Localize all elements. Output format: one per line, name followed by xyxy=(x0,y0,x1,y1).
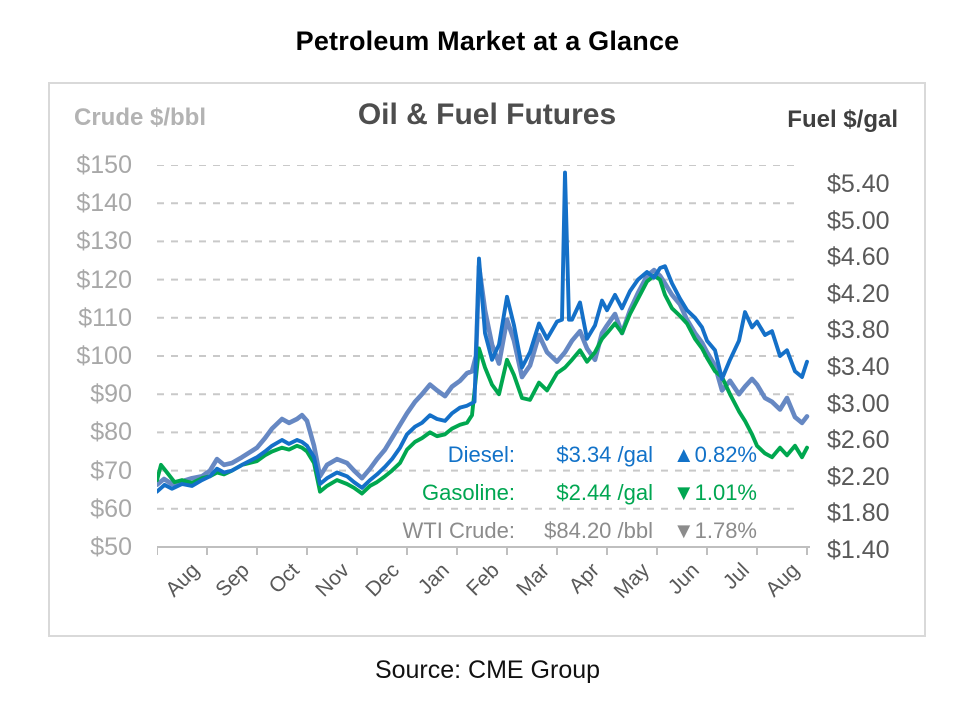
right-axis-tick-label: $1.40 xyxy=(827,536,890,564)
left-axis-tick-label: $90 xyxy=(90,380,132,409)
legend-series-name: Diesel: xyxy=(447,442,515,467)
right-axis-tick-label: $4.20 xyxy=(827,279,890,308)
right-axis-title: Fuel $/gal xyxy=(787,106,898,133)
left-axis-tick-label: $60 xyxy=(90,494,132,523)
left-axis-tick-label: $150 xyxy=(76,151,132,179)
left-axis-tick-label: $70 xyxy=(90,456,132,485)
source-caption: Source: CME Group xyxy=(374,656,601,684)
legend-price-value: $84.20 /bbl xyxy=(544,518,653,543)
chart-title: Oil & Fuel Futures xyxy=(357,98,617,131)
chart-legend: Diesel: $3.34 /gal ▲0.82% Gasoline: $2.44 /g… xyxy=(50,436,757,550)
right-axis-tick-label: $2.60 xyxy=(827,426,890,455)
legend-price-value: $2.44 /gal xyxy=(556,480,653,505)
left-axis-tick-label: $120 xyxy=(76,265,132,294)
legend-series-name: Gasoline: xyxy=(422,480,515,505)
legend-row-gasoline: Gasoline: $2.44 /gal ▼1.01% xyxy=(50,474,757,512)
page-title: Petroleum Market at a Glance xyxy=(295,26,680,56)
right-axis-tick-label: $5.40 xyxy=(827,170,890,198)
right-axis-tick-label: $4.60 xyxy=(827,243,890,272)
left-axis-tick-label: $130 xyxy=(76,227,132,256)
legend-row-diesel: Diesel: $3.34 /gal ▲0.82% xyxy=(50,436,757,474)
legend-change-up-triangle-icon: ▲0.82% xyxy=(672,442,757,467)
legend-row-wticrude: WTI Crude: $84.20 /bbl ▼1.78% xyxy=(50,512,757,550)
series-line-gasoline xyxy=(157,273,809,496)
right-axis-tick-label: $5.00 xyxy=(827,206,890,235)
futures-line-chart xyxy=(157,165,810,555)
legend-change-down-triangle-icon: ▼1.78% xyxy=(672,518,757,543)
left-axis-title: Crude $/bbl xyxy=(74,104,207,131)
chart-panel: Crude $/bbl Oil & Fuel Futures Fuel $/ga… xyxy=(48,82,926,637)
legend-series-name: WTI Crude: xyxy=(402,518,515,543)
series-line-diesel xyxy=(157,170,809,494)
legend-price-value: $3.34 /gal xyxy=(556,442,653,467)
left-axis-tick-label: $50 xyxy=(90,533,132,561)
left-axis-tick-label: $80 xyxy=(90,418,132,447)
right-axis-tick-label: $3.40 xyxy=(827,353,890,381)
series-line-wti-crude xyxy=(157,263,810,487)
left-axis-tick-label: $100 xyxy=(76,342,132,370)
left-axis-tick-label: $110 xyxy=(78,303,132,332)
right-axis-tick-label: $3.00 xyxy=(827,389,890,418)
right-axis-tick-label: $2.20 xyxy=(827,462,890,491)
legend-change-down-triangle-icon: ▼1.01% xyxy=(672,480,757,505)
right-axis-tick-label: $3.80 xyxy=(827,316,890,345)
left-axis-tick-label: $140 xyxy=(76,189,132,218)
right-axis-tick-label: $1.80 xyxy=(827,499,890,528)
